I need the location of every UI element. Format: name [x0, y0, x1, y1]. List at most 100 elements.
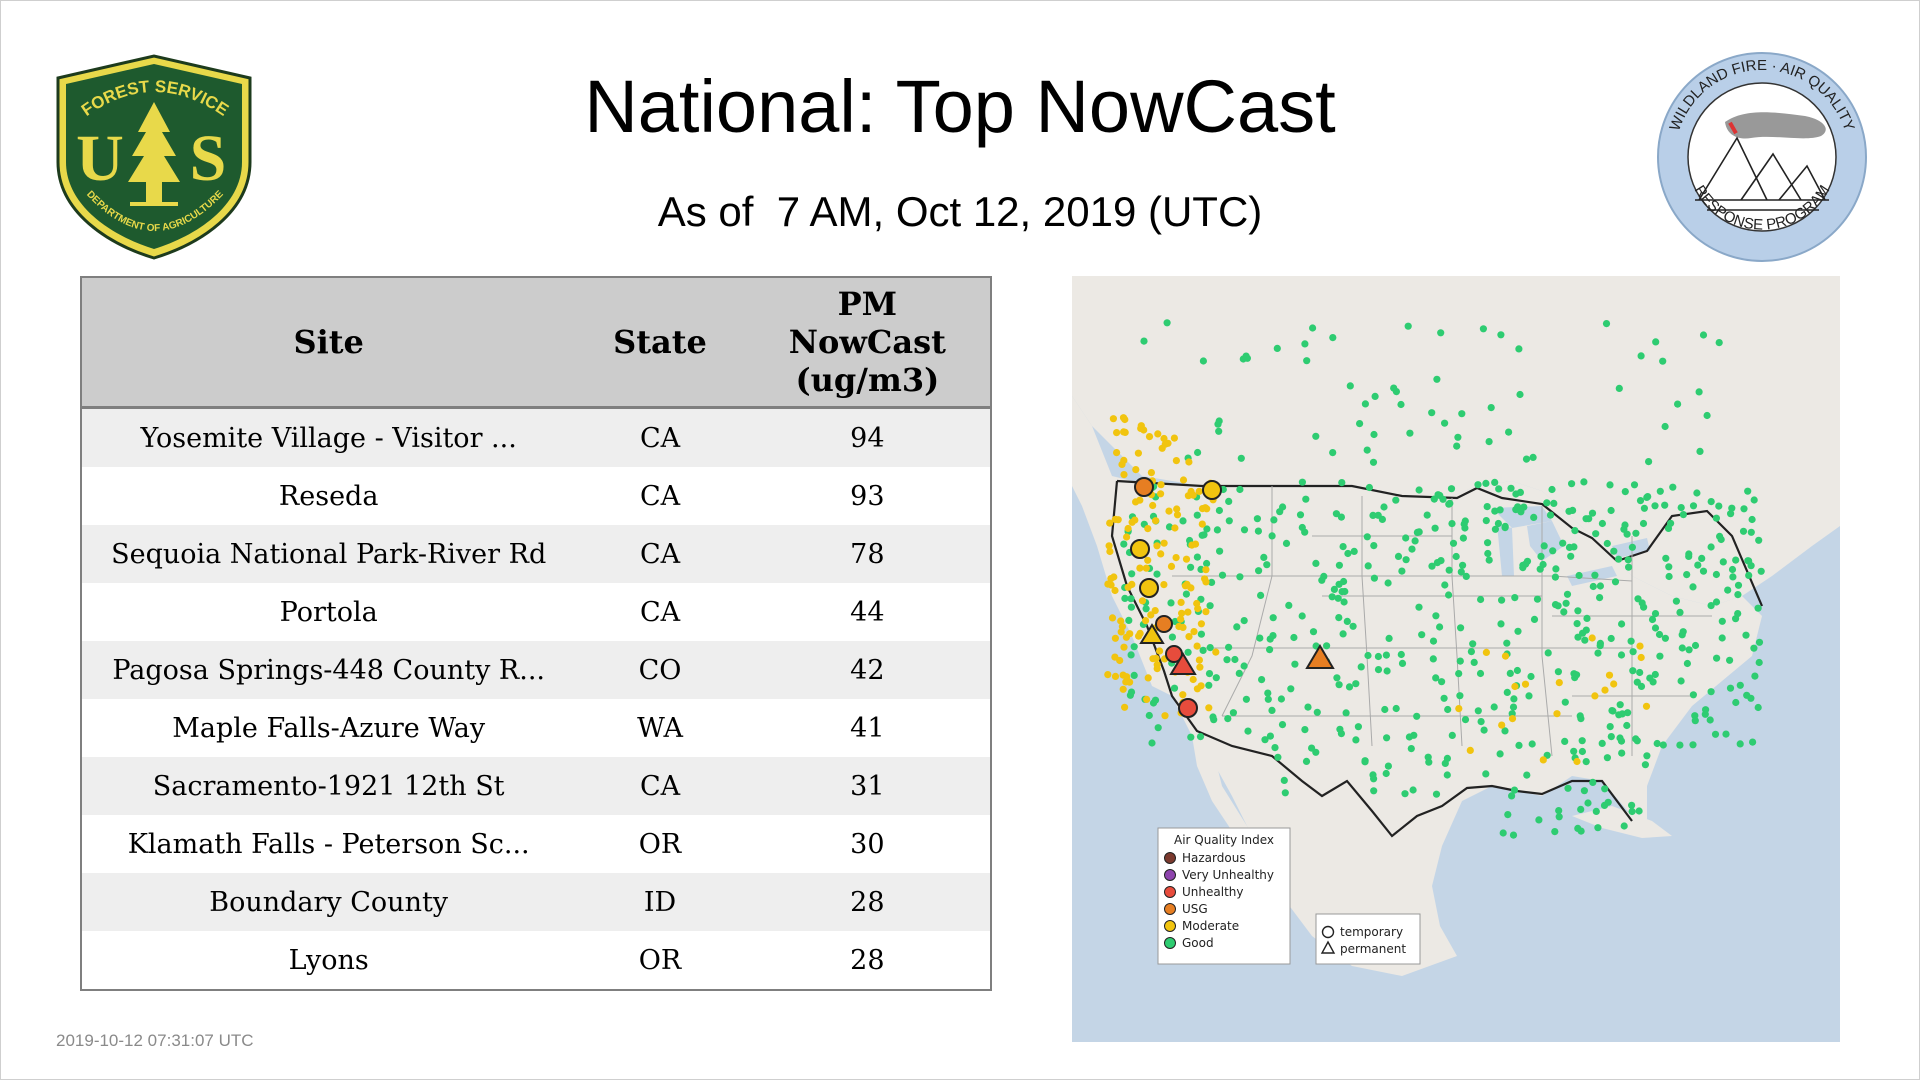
site-dot-good	[1665, 572, 1673, 581]
site-dot-good	[1269, 614, 1277, 622]
site-dot-moderate	[1137, 424, 1145, 432]
site-dot-good	[1511, 594, 1519, 602]
cell-state: CO	[575, 641, 745, 699]
site-dot-moderate	[1107, 581, 1115, 589]
site-dot-good	[1689, 741, 1697, 749]
cell-value: 93	[744, 467, 991, 525]
site-dot-good	[1754, 703, 1762, 712]
site-dot-good	[1691, 717, 1699, 725]
site-dot-moderate	[1144, 556, 1152, 564]
site-dot-good	[1428, 409, 1436, 417]
site-dot-good	[1485, 556, 1493, 564]
site-dot-good	[1197, 630, 1205, 638]
site-dot-moderate	[1212, 648, 1220, 656]
site-dot-good	[1383, 734, 1391, 742]
site-dot-good	[1491, 478, 1499, 486]
site-dot-good	[1503, 688, 1511, 696]
site-dot-good	[1242, 352, 1250, 360]
site-dot-good	[1394, 552, 1403, 560]
site-dot-moderate	[1588, 634, 1596, 642]
cell-site: Sacramento-1921 12th St	[81, 757, 576, 815]
site-dot-moderate	[1194, 605, 1202, 613]
marker-usg-circle	[1155, 615, 1173, 633]
site-dot-moderate	[1482, 648, 1490, 656]
site-dot-moderate	[1147, 469, 1155, 477]
site-dot-good	[1632, 735, 1640, 743]
site-dot-good	[1578, 747, 1586, 756]
marker-moderate-circle	[1130, 539, 1150, 559]
site-dot-good	[1456, 692, 1464, 700]
legend-swatch	[1164, 869, 1176, 881]
site-dot-good	[1397, 650, 1405, 659]
site-dot-good	[1285, 601, 1293, 609]
site-dot-good	[1539, 560, 1547, 569]
site-dot-moderate	[1160, 434, 1168, 443]
site-dot-good	[1569, 506, 1577, 514]
site-dot-good	[1600, 801, 1609, 810]
site-dot-good	[1513, 666, 1521, 675]
site-dot-moderate	[1156, 647, 1164, 655]
site-dot-good	[1436, 623, 1444, 631]
site-dot-good	[1410, 731, 1418, 739]
site-dot-good	[1457, 624, 1465, 632]
site-dot-good	[1755, 638, 1764, 646]
cell-state: CA	[575, 583, 745, 641]
map-featured-markers	[1130, 477, 1335, 718]
site-dot-good	[1340, 598, 1348, 606]
site-dot-good	[1302, 495, 1310, 503]
site-dot-good	[1370, 787, 1378, 795]
site-dot-good	[1130, 643, 1138, 651]
site-dot-good	[1592, 807, 1600, 816]
site-dot-good	[1510, 695, 1518, 703]
site-dot-good	[1216, 547, 1224, 555]
site-dot-good	[1438, 678, 1446, 686]
footer-timestamp: 2019-10-12 07:31:07 UTC	[56, 1031, 254, 1050]
site-dot-good	[1449, 539, 1458, 547]
site-dot-good	[1452, 552, 1460, 561]
site-dot-good	[1573, 671, 1581, 679]
site-dot-good	[1640, 504, 1648, 512]
site-dot-good	[1630, 481, 1639, 489]
site-dot-moderate	[1201, 504, 1209, 512]
site-dot-good	[1651, 502, 1659, 510]
site-dot-moderate	[1189, 491, 1197, 499]
site-dot-good	[1661, 501, 1669, 509]
site-dot-good	[1127, 651, 1135, 659]
site-dot-moderate	[1195, 656, 1203, 664]
site-dot-good	[1580, 478, 1588, 486]
site-dot-good	[1170, 684, 1179, 692]
site-dot-good	[1507, 484, 1515, 492]
site-dot-good	[1707, 543, 1715, 551]
site-dot-good	[1120, 540, 1128, 548]
site-dot-good	[1596, 582, 1604, 590]
site-dot-good	[1480, 726, 1488, 734]
site-dot-good	[1455, 670, 1463, 678]
site-dot-good	[1329, 449, 1337, 457]
site-dot-moderate	[1605, 671, 1614, 679]
site-dot-good	[1589, 582, 1597, 591]
site-dot-good	[1525, 692, 1533, 700]
site-dot-good	[1445, 566, 1453, 574]
site-dot-good	[1549, 547, 1557, 555]
aqi-legend: Air Quality Index Hazardous Very Unhealth…	[1157, 827, 1291, 965]
site-dot-good	[1628, 543, 1636, 551]
site-dot-good	[1390, 384, 1398, 392]
cell-state: CA	[575, 525, 745, 583]
site-dot-good	[1583, 614, 1591, 622]
site-dot-good	[1242, 695, 1250, 703]
site-dot-moderate	[1149, 501, 1157, 510]
site-dot-good	[1290, 633, 1298, 642]
site-dot-good	[1458, 410, 1466, 418]
site-dot-moderate	[1539, 756, 1547, 764]
cell-site: Sequoia National Park-River Rd	[81, 525, 576, 583]
marker-unhealthy-circle	[1178, 698, 1198, 718]
site-dot-good	[1497, 620, 1505, 628]
site-dot-good	[1515, 345, 1523, 353]
site-dot-good	[1413, 712, 1421, 720]
site-dot-good	[1602, 320, 1611, 328]
site-dot-good	[1338, 479, 1346, 487]
site-dot-moderate	[1136, 629, 1144, 637]
site-dot-good	[1126, 691, 1134, 699]
site-dot-good	[1415, 528, 1423, 536]
site-dot-moderate	[1106, 547, 1114, 556]
